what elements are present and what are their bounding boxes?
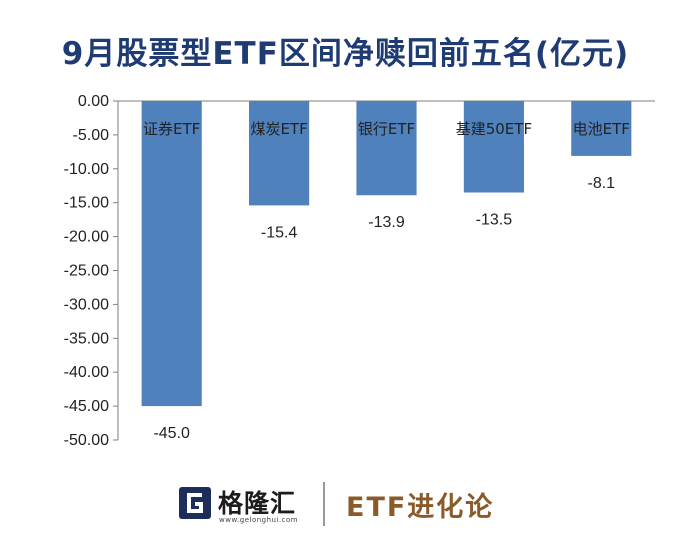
y-tick-label: -35.00	[64, 330, 109, 347]
category-label: 基建50ETF	[456, 120, 532, 138]
category-label: 证券ETF	[143, 120, 200, 138]
chart-title: 9月股票型ETF区间净赎回前五名(亿元)	[61, 36, 630, 72]
y-tick-label: -10.00	[64, 161, 109, 178]
bar	[463, 101, 524, 193]
y-tick-label: -50.00	[64, 432, 109, 449]
footer-divider	[323, 482, 325, 526]
y-tick-label: -45.00	[64, 398, 109, 415]
y-tick-label: -25.00	[64, 263, 109, 280]
data-label: -13.9	[368, 214, 405, 231]
y-axis: 0.00 -5.00 -10.00 -15.00 -20.00 -25.00 -30.00 -…	[64, 93, 655, 449]
data-label: -8.1	[588, 175, 616, 192]
bar	[571, 101, 632, 156]
slogan: ETF进化论	[346, 492, 495, 523]
y-tick-label: -5.00	[73, 127, 110, 144]
y-tick-label: 0.00	[78, 93, 109, 110]
value-labels: -45.0 -15.4 -13.9 -13.5 -8.1	[153, 175, 615, 442]
y-tick-label: -30.00	[64, 296, 109, 313]
y-tick-label: -40.00	[64, 364, 109, 381]
bar	[141, 101, 202, 407]
brand-name: 格隆汇	[218, 489, 297, 518]
bar-chart: 0.00 -5.00 -10.00 -15.00 -20.00 -25.00 -30.00 -…	[64, 93, 655, 449]
bar	[249, 101, 310, 206]
footer: 格隆汇 www.gelonghui.com ETF进化论	[0, 480, 691, 530]
data-label: -15.4	[261, 224, 298, 241]
g-logo-icon	[179, 487, 211, 519]
category-labels: 证券ETF 煤炭ETF 银行ETF 基建50ETF 电池ETF	[143, 120, 630, 138]
brand-url: www.gelonghui.com	[219, 516, 299, 524]
data-label: -45.0	[153, 425, 190, 442]
y-tick-label: -15.00	[64, 195, 109, 212]
category-label: 电池ETF	[573, 120, 630, 138]
data-label: -13.5	[476, 212, 513, 229]
category-label: 银行ETF	[358, 120, 415, 138]
category-label: 煤炭ETF	[250, 120, 307, 138]
y-tick-label: -20.00	[64, 229, 109, 246]
bar	[356, 101, 417, 196]
bars	[141, 101, 632, 407]
